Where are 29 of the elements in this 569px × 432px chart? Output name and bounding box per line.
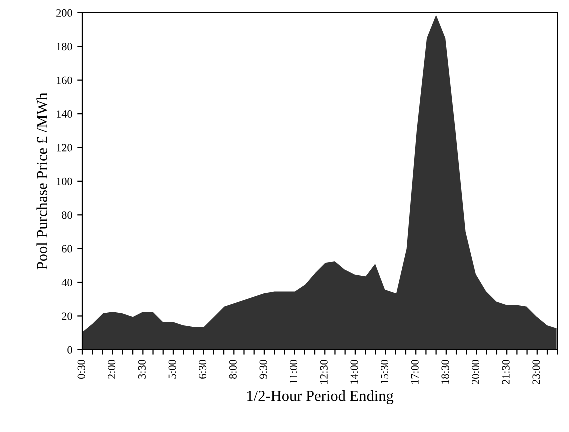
y-tick-label: 20: [62, 312, 72, 320]
y-tick-label: 180: [57, 43, 72, 51]
y-tick-label: 200: [56, 9, 72, 17]
x-tick-label: 18:30: [442, 360, 450, 384]
y-tick-label: 40: [62, 278, 72, 286]
y-tick-label: 100: [57, 178, 72, 186]
y-tick-label: 60: [62, 245, 72, 253]
y-tick-label: 160: [57, 76, 72, 84]
y-tick-label: 120: [57, 144, 72, 152]
x-tick-label: 20:00: [472, 360, 480, 384]
x-tick-label: 12:30: [320, 360, 328, 384]
x-tick-label: 17:00: [411, 360, 419, 384]
y-tick-label: 140: [57, 110, 72, 118]
x-tick-label: 23:00: [532, 360, 540, 384]
x-tick-label: 11:00: [290, 360, 298, 384]
x-tick-label: 2:00: [108, 360, 116, 379]
y-tick-label: 0: [68, 346, 72, 354]
x-tick-label: 21:30: [502, 360, 510, 384]
x-tick-label: 15:30: [381, 360, 389, 384]
x-tick-label: 3:30: [138, 360, 146, 379]
x-tick-label: 6:30: [199, 360, 207, 379]
x-tick-label: 14:00: [350, 360, 358, 384]
x-tick-label: 8:00: [229, 360, 237, 379]
x-tick-label: 5:00: [168, 360, 176, 379]
y-axis-title: Pool Purchase Price £ /MWh: [36, 92, 48, 270]
x-axis-title: 1/2-Hour Period Ending: [248, 390, 394, 404]
y-tick-label: 80: [62, 212, 72, 220]
x-tick-label: 9:30: [260, 360, 268, 380]
x-tick-label: 0:30: [78, 360, 86, 379]
